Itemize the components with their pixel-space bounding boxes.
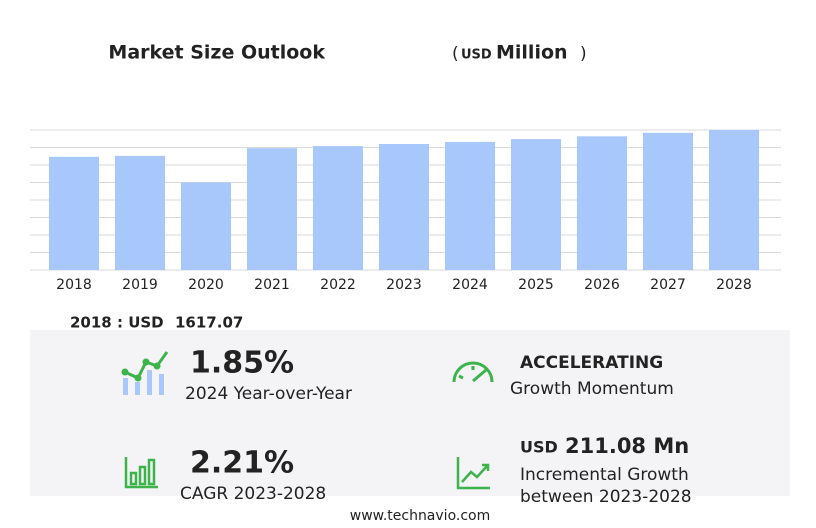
cagr-label: CAGR 2023-2028: [180, 484, 326, 504]
x-tick-label: 2022: [320, 277, 356, 293]
cagr-value: 2.21%: [190, 446, 294, 481]
yoy-icon: [121, 351, 169, 395]
bar: [445, 141, 495, 270]
incremental-value: 211.08 Mn: [565, 434, 689, 458]
x-tick-label: 2026: [584, 277, 620, 293]
bar: [313, 146, 363, 270]
x-tick-label: 2028: [716, 277, 752, 293]
bar: [577, 136, 627, 270]
x-tick-label: 2018: [56, 277, 92, 293]
cagr-icon: [124, 457, 158, 489]
bar: [247, 148, 297, 270]
momentum-icon: [452, 361, 494, 383]
yoy-value: 1.85%: [190, 346, 294, 381]
title-unit: Million: [496, 42, 568, 64]
footer: www.technavio.com: [350, 508, 491, 524]
bar: [379, 144, 429, 270]
x-tick-label: 2019: [122, 277, 158, 293]
x-tick-label: 2020: [188, 277, 224, 293]
x-tick-label: 2023: [386, 277, 422, 293]
base-label: 2018 : USD: [70, 314, 164, 332]
bar: [511, 139, 561, 270]
bar: [709, 130, 759, 270]
bar: [181, 182, 231, 270]
title-paren: (: [452, 44, 459, 64]
momentum-label: Growth Momentum: [510, 379, 674, 399]
base-value: 1617.07: [175, 314, 243, 332]
chart-title: Market Size Outlook: [108, 42, 325, 64]
incremental-label: Incremental Growth: [520, 465, 689, 485]
x-tick-label: 2025: [518, 277, 554, 293]
incremental-icon: [456, 457, 490, 490]
title-currency: USD: [461, 48, 492, 63]
x-tick-label: 2024: [452, 277, 488, 293]
bar: [643, 132, 693, 270]
bar: [115, 155, 165, 270]
title-paren: ): [580, 44, 587, 64]
x-tick-label: 2027: [650, 277, 686, 293]
incremental-label: between 2023-2028: [520, 487, 692, 507]
summary-panel: [30, 330, 790, 496]
momentum-value: ACCELERATING: [520, 353, 663, 373]
x-tick-label: 2021: [254, 277, 290, 293]
yoy-label: 2024 Year-over-Year: [185, 384, 352, 404]
bar: [49, 156, 99, 270]
incremental-currency: USD: [520, 438, 558, 457]
